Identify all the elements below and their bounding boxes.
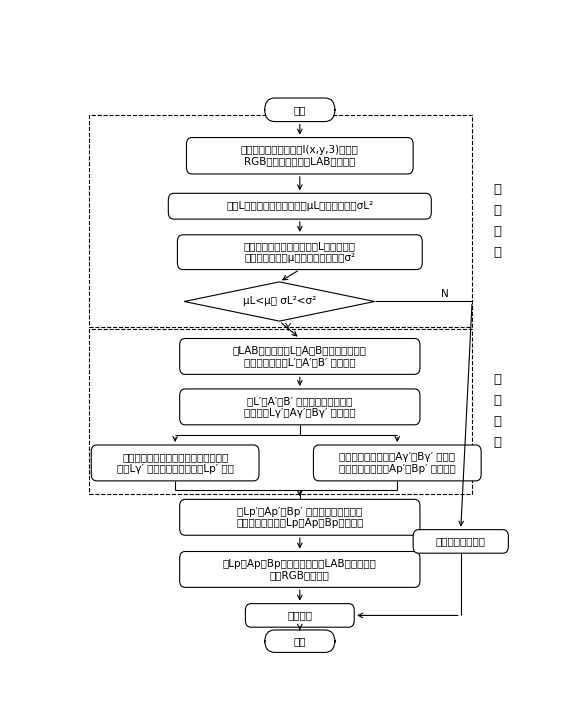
- Text: 对LAB颜色空间的L、A、B三个分量分别进
行归一化，获得L′、A′、B′ 三个分量: 对LAB颜色空间的L、A、B三个分量分别进 行归一化，获得L′、A′、B′ 三个…: [233, 346, 367, 367]
- Text: 输出图像: 输出图像: [287, 610, 312, 620]
- Bar: [89, 329, 472, 494]
- Polygon shape: [184, 282, 374, 321]
- FancyBboxPatch shape: [264, 98, 335, 122]
- Text: 计算L通道分量的灰度平均值μL和灰度均方差σL²: 计算L通道分量的灰度平均值μL和灰度均方差σL²: [226, 201, 373, 211]
- Text: 采取其他处理方法: 采取其他处理方法: [436, 537, 486, 547]
- FancyBboxPatch shape: [91, 445, 259, 481]
- Text: 判
断
方
法: 判 断 方 法: [493, 183, 501, 259]
- Text: 对L′、A′、B′ 三个分量进行伽马校
正，获得Lγ′、Aγ′、Bγ′ 三个分量: 对L′、A′、B′ 三个分量进行伽马校 正，获得Lγ′、Aγ′、Bγ′ 三个分量: [244, 396, 356, 418]
- FancyBboxPatch shape: [180, 339, 420, 374]
- FancyBboxPatch shape: [177, 235, 422, 269]
- FancyBboxPatch shape: [180, 389, 420, 425]
- Text: 将Lp、Ap、Bp三个分量构成的LAB颜色空间转
换到RGB颜色空间: 将Lp、Ap、Bp三个分量构成的LAB颜色空间转 换到RGB颜色空间: [223, 558, 377, 580]
- Text: 增
强
方
法: 增 强 方 法: [493, 373, 501, 449]
- FancyBboxPatch shape: [246, 604, 354, 628]
- Text: 结束: 结束: [294, 636, 306, 646]
- FancyBboxPatch shape: [314, 445, 481, 481]
- Text: 预设极低照度彩色眼底图像L通道分量的
灰度平均值阈值μ和灰度均方差阈值σ²: 预设极低照度彩色眼底图像L通道分量的 灰度平均值阈值μ和灰度均方差阈值σ²: [244, 242, 356, 263]
- FancyBboxPatch shape: [413, 530, 508, 553]
- Text: 对Lp′、Ap′、Bp′ 三个分量分别进行反
归一化处理，获得Lp、Ap、Bp三个分量: 对Lp′、Ap′、Bp′ 三个分量分别进行反 归一化处理，获得Lp、Ap、Bp三…: [236, 507, 363, 528]
- FancyBboxPatch shape: [168, 194, 431, 219]
- Bar: [89, 116, 472, 328]
- FancyBboxPatch shape: [180, 499, 420, 535]
- Text: 根据限制对比度自适应直方图均衡化方
法对Lγ′ 分量进行处理，获得Lp′ 分量: 根据限制对比度自适应直方图均衡化方 法对Lγ′ 分量进行处理，获得Lp′ 分量: [116, 452, 233, 474]
- Text: N: N: [441, 289, 449, 299]
- Text: Y: Y: [284, 323, 291, 333]
- FancyBboxPatch shape: [187, 138, 413, 174]
- FancyBboxPatch shape: [180, 552, 420, 587]
- FancyBboxPatch shape: [264, 630, 335, 652]
- Text: 开始: 开始: [294, 105, 306, 115]
- Text: μL<μ且 σL²<σ²: μL<μ且 σL²<σ²: [243, 296, 316, 306]
- Text: 根据导向滤波方法对Aγ′、Bγ′ 两个分
量进行处理，获得Ap′、Bp′ 两个分量: 根据导向滤波方法对Aγ′、Bγ′ 两个分 量进行处理，获得Ap′、Bp′ 两个分…: [339, 452, 456, 474]
- Text: 输入原始彩色眼底图像I(x,y,3)，并从
RGB颜色空间转换到LAB颜色空间: 输入原始彩色眼底图像I(x,y,3)，并从 RGB颜色空间转换到LAB颜色空间: [241, 145, 359, 167]
